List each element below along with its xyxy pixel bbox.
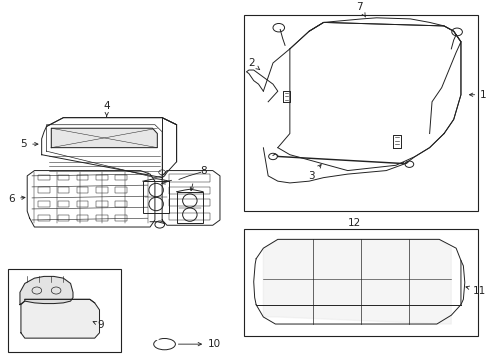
Bar [96, 187, 107, 193]
Text: 6: 6 [8, 194, 25, 204]
Bar [244, 15, 477, 211]
Bar [115, 201, 127, 207]
Bar [8, 269, 121, 352]
Bar [96, 201, 107, 207]
Polygon shape [263, 239, 450, 324]
Bar [142, 181, 169, 213]
Text: 5: 5 [20, 139, 38, 149]
Bar [169, 187, 210, 194]
Bar [77, 187, 88, 193]
Text: 8: 8 [200, 166, 206, 176]
Bar [115, 187, 127, 193]
Bar [38, 187, 50, 193]
Bar [77, 201, 88, 207]
Bar [38, 175, 50, 180]
Text: 10: 10 [178, 339, 221, 349]
Bar [96, 215, 107, 221]
Bar [169, 213, 210, 220]
Bar [96, 175, 107, 180]
Bar [115, 175, 127, 180]
Bar [58, 187, 69, 193]
Bar [169, 199, 210, 206]
Bar [115, 215, 127, 221]
Bar [176, 192, 203, 224]
Bar [58, 215, 69, 221]
Text: 9: 9 [93, 320, 103, 330]
Text: 1: 1 [468, 90, 486, 100]
Text: 12: 12 [347, 219, 361, 229]
Polygon shape [21, 299, 99, 338]
Text: 11: 11 [465, 285, 485, 296]
Bar [244, 229, 477, 336]
Bar [58, 175, 69, 180]
Bar [58, 201, 69, 207]
Polygon shape [51, 128, 157, 148]
Bar [38, 201, 50, 207]
Polygon shape [20, 276, 73, 305]
Bar [77, 175, 88, 180]
Text: 4: 4 [103, 100, 110, 116]
Text: 7: 7 [356, 2, 365, 17]
Bar [77, 215, 88, 221]
Bar [169, 175, 210, 181]
Text: 2: 2 [247, 58, 259, 70]
Bar [38, 215, 50, 221]
Text: 3: 3 [307, 165, 321, 181]
